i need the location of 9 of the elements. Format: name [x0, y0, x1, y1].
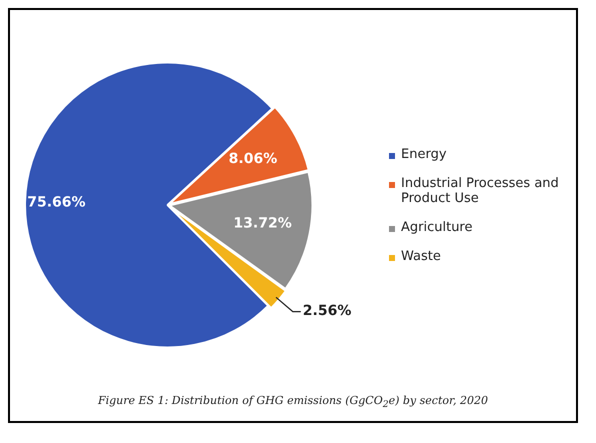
text: Figure ES 1: Distribution of GHG emissions (GgCO$_{2}$e) by sector, 2020: [96, 394, 490, 410]
data-label: 75.66%: [27, 194, 86, 210]
legend-label: Industrial Processes and Product Use: [401, 176, 560, 206]
data-label: 13.72%: [233, 215, 292, 232]
data-label: 8.06%: [228, 150, 278, 167]
legend-label: Energy: [401, 146, 447, 162]
legend-label: Agriculture: [401, 220, 472, 234]
data-label: 2.56%: [302, 303, 352, 320]
legend-label: Waste: [401, 248, 441, 264]
